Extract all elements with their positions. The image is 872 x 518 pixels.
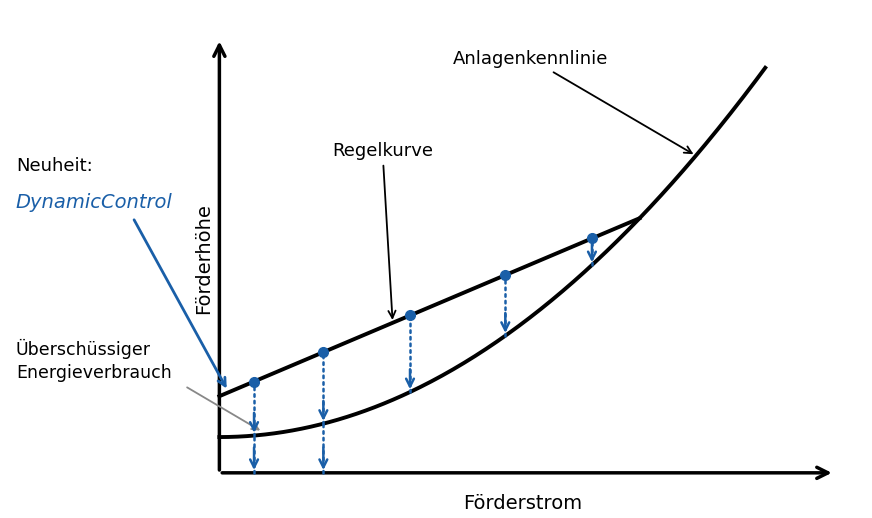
Text: Regelkurve: Regelkurve: [332, 142, 433, 318]
Text: Neuheit:: Neuheit:: [16, 157, 92, 175]
Text: Förderhöhe: Förderhöhe: [194, 203, 214, 314]
Text: Überschüssiger
Energieverbrauch: Überschüssiger Energieverbrauch: [16, 339, 172, 382]
Text: Anlagenkennlinie: Anlagenkennlinie: [453, 50, 691, 153]
Text: DynamicControl: DynamicControl: [16, 193, 173, 211]
Text: Förderstrom: Förderstrom: [463, 494, 582, 513]
